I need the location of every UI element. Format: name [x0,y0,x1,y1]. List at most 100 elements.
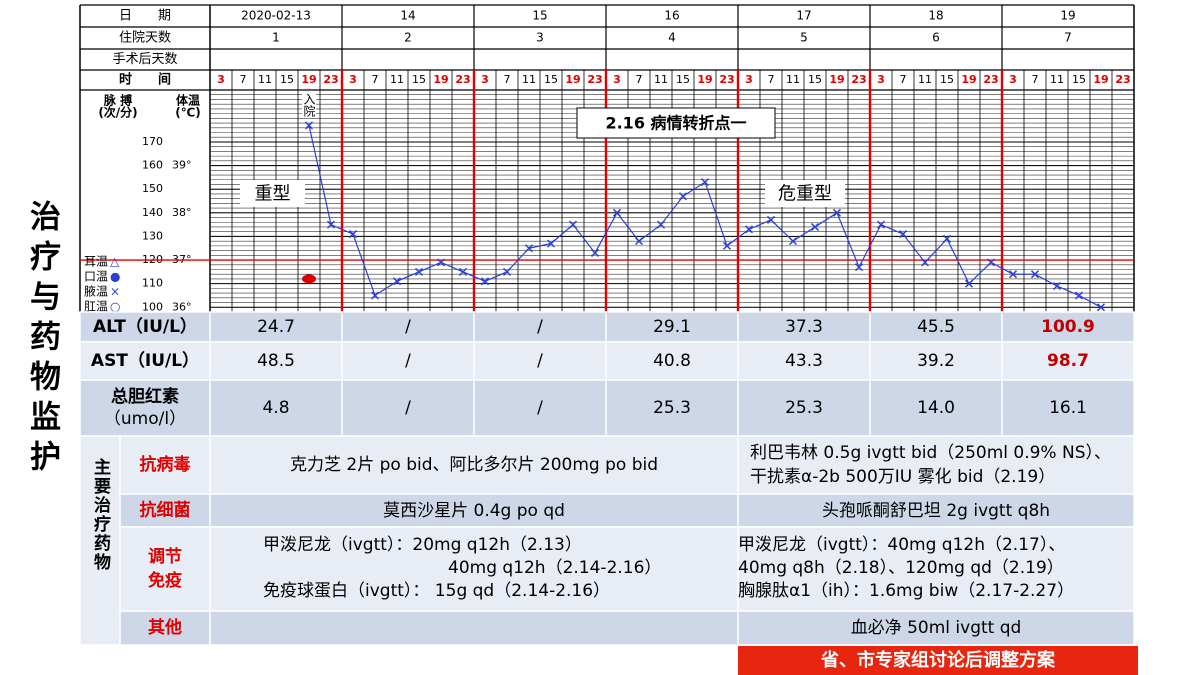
row-label: 住院天数 [119,31,171,46]
y-tick-label: 170 [142,135,163,148]
row-label: ALT（IU/L） [93,316,197,337]
data-point [392,277,402,286]
lab-value: 25.3 [653,398,691,418]
section-bg [79,435,121,646]
y-tick-label: 140 [142,206,163,219]
y2-tick-label: 39° [172,159,192,172]
lab-value: 25.3 [785,398,823,418]
time-label: 23 [1115,73,1130,86]
header-cell: 16 [664,9,679,23]
lab-value: 29.1 [653,317,691,337]
row-label: 手术后天数 [112,52,177,67]
annotation: 危重型 [778,184,832,205]
data-point [986,258,996,267]
time-label: 7 [636,73,643,86]
lab-value: / [537,398,543,418]
lab-value: / [537,351,543,371]
y-axis-label: 脉 搏 [103,93,132,108]
legend-symbol: × [110,285,120,299]
time-label: 15 [676,73,690,86]
drug-category: 抗病毒 [140,454,191,475]
time-label: 7 [768,73,775,86]
data-point [304,121,314,130]
annotation-box [240,180,305,207]
y2-axis-label: (℃) [175,106,201,120]
time-label: 11 [390,73,404,86]
time-label: 11 [654,73,668,86]
drug-text: 莫西沙星片 0.4g po qd [383,501,565,521]
data-point [854,263,864,272]
lab-value: 43.3 [785,351,823,371]
data-point [700,178,710,187]
y-tick-label: 150 [142,182,163,195]
y2-tick-label: 36° [172,300,192,313]
lab-value: 4.8 [262,398,289,418]
data-point [1096,303,1106,312]
time-label: 15 [280,73,294,86]
data-point [302,274,316,284]
time-label: 15 [1072,73,1086,86]
data-point [964,279,974,288]
y-tick-label: 160 [142,159,163,172]
row-label: AST（IU/L） [91,350,199,371]
header-cell: 6 [932,31,940,45]
data-point [788,237,798,246]
drug-text: 胸腺肽α1（ih）：1.6mg biw（2.17-2.27） [738,581,1074,601]
time-label: 23 [587,73,602,86]
data-point [766,215,776,224]
row-bg [119,493,1135,528]
data-point [1030,270,1040,279]
drug-text: 干扰素α-2b 500万IU 雾化 bid（2.19） [750,467,1055,487]
y2-tick-label: 38° [172,206,192,219]
annotation-box [765,180,845,207]
data-point [370,291,380,300]
row-bg [119,610,1135,646]
drug-text: 利巴韦林 0.5g ivgtt bid（250ml 0.9% NS）、 [750,443,1111,463]
lab-value: 24.7 [257,317,295,337]
annotation: 2.16 病情转折点一 [605,114,746,133]
time-label: 3 [481,73,489,86]
time-label: 19 [961,73,976,86]
legend-label: 肛温 [84,300,108,314]
time-label: 23 [323,73,338,86]
data-point [678,192,688,201]
data-point [744,225,754,234]
time-label: 23 [983,73,998,86]
time-label: 15 [412,73,426,86]
data-point [810,222,820,232]
time-label: 7 [372,73,379,86]
drug-category: 调节 [148,546,182,567]
lab-value: / [405,351,411,371]
y-tick-label: 130 [142,229,163,242]
data-point [414,267,424,276]
drug-category: 其他 [148,617,182,638]
drug-text: 血必净 50ml ivgtt qd [851,618,1022,638]
drug-text: 40mg q8h（2.18）、120mg qd（2.19） [738,558,1064,578]
time-label: 3 [745,73,753,86]
lab-value: 39.2 [917,351,955,371]
time-label: 15 [940,73,954,86]
data-point [524,244,534,253]
header-cell: 17 [796,9,811,23]
data-point [326,220,336,229]
row-bg [119,435,1135,495]
y-tick-label: 110 [142,277,163,290]
time-label: 19 [301,73,316,86]
data-point [898,230,908,239]
time-label: 15 [544,73,558,86]
row-label: 日 期 [119,9,171,24]
header-cell: 7 [1064,31,1072,45]
time-label: 3 [877,73,885,86]
lab-value: 100.9 [1041,317,1095,337]
row-label: 总胆红素 [111,386,179,407]
time-label: 15 [808,73,822,86]
legend-symbol: ○ [110,300,120,314]
lab-value: 37.3 [785,317,823,337]
row-bg [119,526,1135,612]
row-bg [79,341,1135,381]
data-point [502,267,512,276]
time-label: 11 [918,73,932,86]
drug-text: 甲泼尼龙（ivgtt）：20mg q12h（2.13） [263,535,582,555]
header-cell: 5 [800,31,808,45]
time-label: 7 [900,73,907,86]
